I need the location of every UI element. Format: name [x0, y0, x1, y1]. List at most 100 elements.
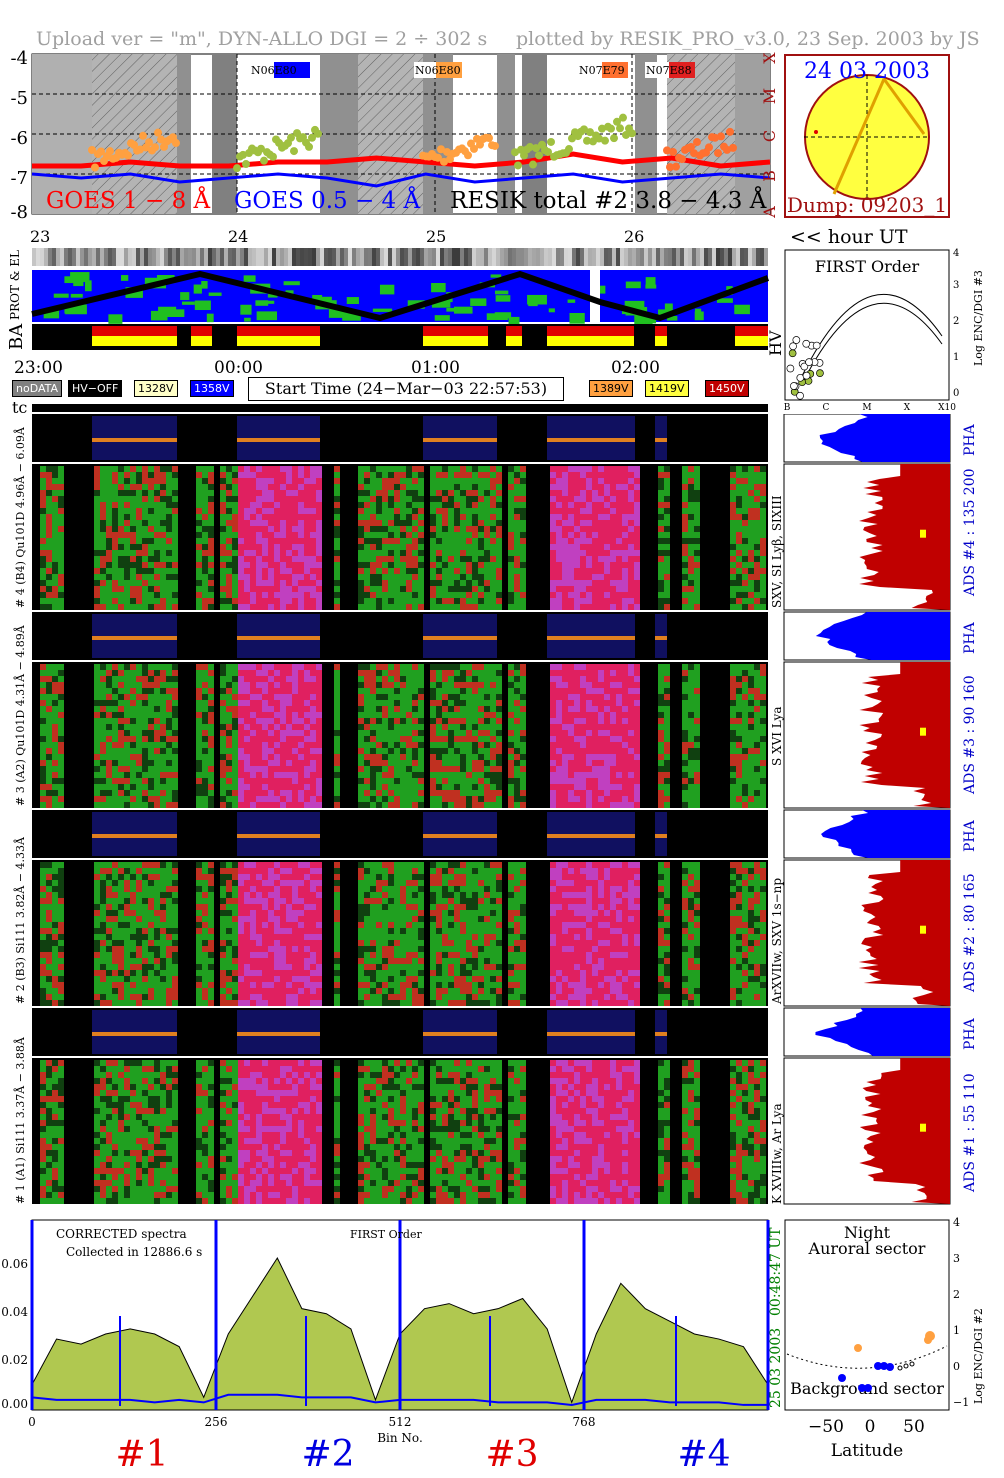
fo-point [797, 392, 804, 399]
day-label: 24 [228, 227, 248, 246]
spec-channel-label: #1 [115, 1434, 168, 1474]
resik-point [154, 129, 162, 137]
resik-point [565, 145, 573, 153]
spec-ytick: 0.04 [1, 1305, 28, 1319]
hv-label: HV [766, 330, 785, 356]
spec-channel-label: #3 [485, 1434, 538, 1474]
ba-label: BA [6, 324, 27, 350]
lat-ytick: 0 [953, 1360, 960, 1373]
spectrograms [0, 414, 1004, 1214]
orbit-panel: 23 24 25 26 PROT & EL BA [0, 222, 780, 352]
sun-dump: Dump: 09203_1 [787, 193, 947, 217]
channel-1-label: # 1 (A1) Si111 3.37Å − 3.88Å [14, 1037, 27, 1204]
resik-point [717, 132, 725, 140]
resik-point [151, 143, 159, 151]
resik-point [491, 142, 499, 150]
upload-info: Upload ver = "m", DYN-ALLO DGI = 2 ÷ 302… [36, 28, 487, 50]
lat-ytick: 4 [953, 1216, 960, 1229]
resik-point [726, 128, 734, 136]
sun-panel: 24 03 2003 Dump: 09203_1 [784, 54, 950, 218]
resik-point [547, 138, 555, 146]
channel-3-label: # 3 (A2) Qu101D 4.31Å − 4.89Å [14, 625, 27, 806]
lat-ytick: −1 [953, 1396, 969, 1409]
resik-point [714, 149, 722, 157]
channel-1-lines: K XVIIIw, Ar Lya [770, 1103, 784, 1204]
fo-xtick: X [904, 403, 911, 413]
resik-point [619, 114, 627, 122]
sun-date: 24 03 2003 [804, 59, 930, 84]
spec-channel-label: #2 [301, 1434, 354, 1474]
resik-point [485, 134, 493, 142]
spec-title1: CORRECTED spectra [56, 1227, 187, 1241]
channel-2-ads: ADS #2 : 80 165 [962, 873, 978, 992]
pha-label: PHA [962, 622, 978, 654]
legend-resik: RESIK total #2 3.8 − 4.3 Å [450, 186, 767, 214]
fo-ylabel: Log ENC/DGI #3 [972, 270, 985, 366]
goes-class-label: X [760, 52, 779, 64]
fo-point [806, 359, 813, 366]
pha-label: PHA [962, 820, 978, 852]
fo-ytick: 3 [953, 280, 959, 291]
resik-point [616, 124, 624, 132]
fo-point [803, 372, 810, 379]
resik-point [464, 151, 472, 159]
legend-1419v: 1419V [645, 380, 689, 397]
resik-point [601, 137, 609, 145]
lat-xtick: −50 [808, 1417, 844, 1437]
spec-xlabel: Bin No. [377, 1431, 423, 1445]
resik-point [672, 163, 680, 171]
resik-point [305, 143, 313, 151]
time-tick: 00:00 [214, 358, 263, 378]
channel-3-ads: ADS #3 : 90 160 [962, 675, 978, 794]
channel-4-lines: SXV, SI Lyβ, SIXIII [770, 495, 784, 608]
goes-ytick: -6 [10, 128, 28, 149]
resik-point [678, 155, 686, 163]
spec-title3: FIRST Order [350, 1228, 422, 1241]
plotted-by: plotted by RESIK_PRO_v3.0, 23 Sep. 2003 … [516, 28, 980, 50]
resik-point [535, 151, 543, 159]
fo-xtick: B [784, 403, 791, 413]
legend-1358v: 1358V [190, 380, 234, 397]
spec-title2: Collected in 12886.6 s [66, 1245, 202, 1259]
fo-point [816, 370, 823, 377]
lat-xtick: 50 [903, 1417, 925, 1437]
tc-strip [32, 404, 768, 412]
time-tick: 02:00 [611, 358, 660, 378]
legend-1389v: 1389V [589, 380, 633, 397]
goes-ytick: -7 [10, 168, 28, 189]
resik-point [290, 147, 298, 155]
fo-point [787, 365, 794, 372]
resik-point [124, 152, 132, 160]
resik-point [529, 161, 537, 169]
channel-4-label: # 4 (B4) Qu101D 4.96Å − 6.09Å [14, 427, 27, 608]
fo-xtick: X10 [938, 403, 956, 413]
resik-point [91, 164, 99, 172]
resik-point [729, 144, 737, 152]
first-order-panel: FIRST Order 4 3 2 1 0 B C M X X10 Log EN… [782, 246, 1004, 414]
first-order-title: FIRST Order [815, 257, 920, 276]
flare-tag: N07E79 [579, 64, 625, 77]
resik-point [693, 138, 701, 146]
resik-point [172, 139, 180, 147]
fo-ytick: 4 [953, 248, 959, 259]
prot-el-label: PROT & EL [8, 250, 22, 320]
legend-hv-off: HV−OFF [68, 380, 122, 397]
pha-label: PHA [962, 424, 978, 456]
resik-point [106, 147, 114, 155]
resik-point [314, 130, 322, 138]
spec-xtick: 512 [389, 1415, 412, 1429]
channel-3-lines: S XVI Lya [770, 707, 784, 767]
resik-point [260, 157, 268, 165]
fo-xtick: C [823, 403, 830, 413]
lat-xlabel: Latitude [831, 1441, 903, 1461]
time-tick: 23:00 [14, 358, 63, 378]
time-tick: 01:00 [411, 358, 460, 378]
lat-ytick: 1 [953, 1324, 960, 1337]
resik-point [705, 143, 713, 151]
resik-point [514, 161, 522, 169]
channel-1-ads: ADS #1 : 55 110 [962, 1073, 978, 1192]
goes-class-label: B [760, 170, 779, 182]
spec-channel-label: #4 [677, 1434, 730, 1474]
fo-point [789, 350, 796, 357]
resik-point [610, 134, 618, 142]
